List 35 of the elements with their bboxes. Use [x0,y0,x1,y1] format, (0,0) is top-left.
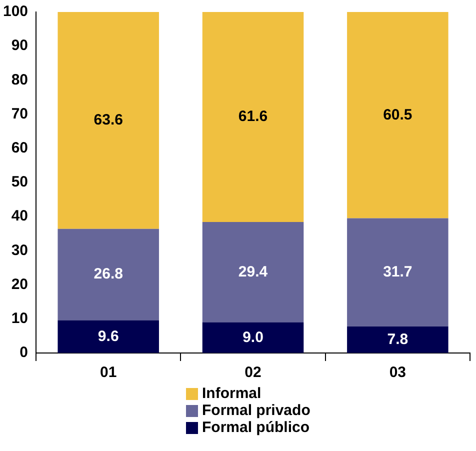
data-label: 61.6 [238,108,268,126]
y-tick-label: 20 [11,276,28,293]
x-tick-label: 01 [100,364,117,382]
x-tick-label: 03 [389,364,406,382]
y-tick-label: 0 [20,344,28,362]
y-tick-label: 70 [11,105,28,122]
y-tick-label: 90 [11,37,28,54]
x-tick-label: 02 [244,364,262,382]
bar [347,218,448,326]
legend-label: Informal [202,385,262,402]
y-tick-label: 30 [11,242,28,259]
data-label: 31.7 [383,263,412,280]
y-tick-label: 50 [11,174,28,191]
bar [347,12,448,218]
bar [202,12,304,222]
y-tick-label: 40 [11,208,28,225]
data-label: 9.0 [242,328,264,346]
y-tick-label: 100 [2,3,28,20]
bar [58,12,159,229]
bar [58,320,159,353]
data-label: 9.6 [98,328,119,345]
data-label: 63.6 [94,112,123,129]
legend-label: Formal público [202,419,310,436]
data-label: 60.5 [383,106,412,124]
bar [202,322,304,353]
data-label: 29.4 [238,263,268,280]
bar [202,222,304,322]
bar [347,326,448,353]
legend-label: Formal privado [202,402,310,419]
data-label: 26.8 [94,266,123,283]
y-tick-label: 10 [11,310,28,328]
y-tick-label: 60 [11,140,28,157]
data-label: 7.8 [387,330,408,348]
bar [58,228,159,320]
y-tick-label: 80 [11,71,28,88]
